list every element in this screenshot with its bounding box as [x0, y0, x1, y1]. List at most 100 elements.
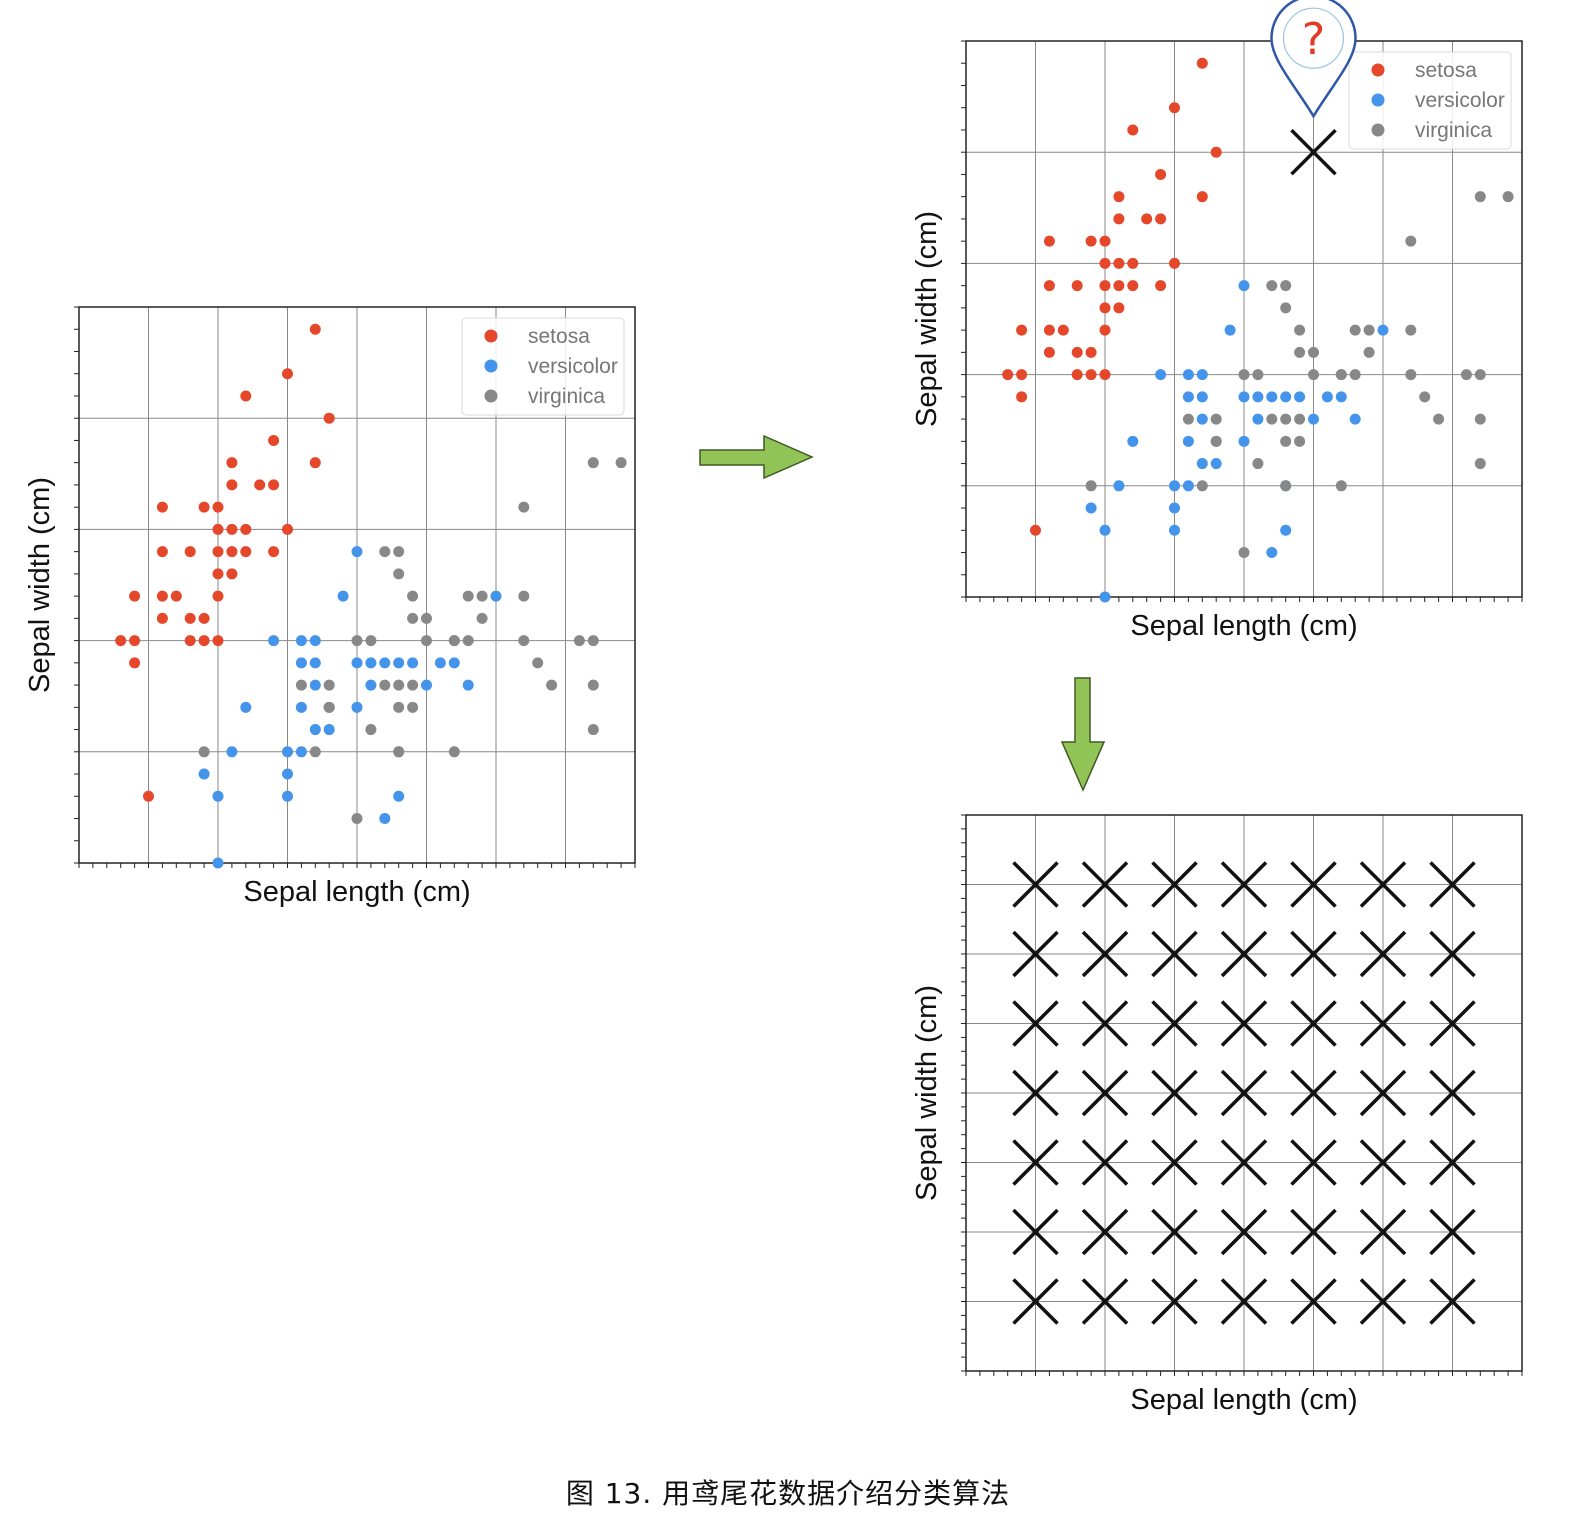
query-point-virginica: [1280, 302, 1292, 314]
query-point-versicolor: [1099, 591, 1111, 603]
dataset-point-virginica: [587, 635, 599, 647]
dataset-point-virginica: [295, 679, 307, 691]
query-legend-label-versicolor: versicolor: [1415, 89, 1505, 112]
dataset-point-virginica: [393, 568, 405, 580]
dataset-point-setosa: [240, 390, 252, 402]
query-point-setosa: [1085, 369, 1097, 381]
mesh-cross-marker-icon: [1151, 930, 1198, 978]
query-point-setosa: [1002, 369, 1014, 381]
dataset-point-versicolor: [198, 768, 210, 780]
query-y-axis-label: Sepal width (cm): [911, 211, 943, 427]
query-point-virginica: [1405, 235, 1417, 247]
mesh-cross-marker-icon: [1151, 1000, 1198, 1047]
query-point-setosa: [1016, 369, 1028, 381]
dataset-point-setosa: [115, 635, 127, 647]
query-point-virginica: [1349, 324, 1361, 336]
dataset-point-versicolor: [240, 701, 252, 713]
query-point-virginica: [1335, 369, 1347, 381]
dataset-point-versicolor: [365, 679, 377, 691]
dataset-point-versicolor: [309, 724, 321, 736]
query-point-setosa: [1071, 280, 1083, 292]
query-point-virginica: [1308, 346, 1319, 358]
mesh-cross-marker-icon: [1081, 930, 1129, 978]
query-point-versicolor: [1196, 413, 1208, 425]
mesh-cross-marker-icon: [1220, 1069, 1268, 1117]
dataset-point-virginica: [518, 635, 530, 647]
query-point-setosa: [1071, 369, 1083, 381]
mesh-cross-marker-icon: [1081, 1000, 1129, 1047]
query-point-virginica: [1280, 280, 1292, 292]
query-point-versicolor: [1113, 480, 1125, 492]
dataset-point-setosa: [198, 635, 210, 647]
dataset-point-versicolor: [309, 657, 321, 669]
chart-mesh: Sepal length (cm) Sepal width (cm): [911, 814, 1523, 1416]
mesh-cross-marker-icon: [1151, 1139, 1198, 1186]
dataset-legend-label-versicolor: versicolor: [528, 355, 618, 378]
chart-query: Sepal length (cm) Sepal width (cm) setosa v…: [911, 0, 1523, 642]
query-point-virginica: [1405, 369, 1417, 381]
query-point-setosa: [1113, 280, 1125, 292]
query-point-virginica: [1280, 413, 1292, 425]
dataset-point-versicolor: [282, 790, 293, 802]
arrow-right-icon: [699, 434, 814, 480]
dataset-point-versicolor: [212, 790, 224, 802]
mesh-cross-marker-icon: [1012, 1139, 1059, 1186]
mesh-cross-marker-icon: [1081, 861, 1129, 908]
dataset-point-versicolor: [421, 679, 432, 691]
location-pin-icon: [1270, 0, 1357, 119]
mesh-cross-marker-icon: [1359, 1000, 1407, 1047]
query-point-versicolor: [1182, 369, 1194, 381]
dataset-point-setosa: [282, 523, 293, 535]
dataset-point-setosa: [170, 590, 182, 602]
query-point-versicolor: [1294, 391, 1306, 403]
query-point-virginica: [1294, 346, 1306, 358]
dataset-point-virginica: [587, 679, 599, 691]
dataset-point-virginica: [546, 679, 558, 691]
query-point-setosa: [1016, 324, 1028, 336]
query-point-versicolor: [1280, 524, 1292, 536]
query-point-virginica: [1252, 458, 1264, 470]
query-point-setosa: [1141, 213, 1153, 225]
mesh-x-axis-label: Sepal length (cm): [1130, 1384, 1357, 1416]
query-point-virginica: [1335, 480, 1347, 492]
query-point-versicolor: [1196, 369, 1208, 381]
dataset-point-virginica: [407, 612, 419, 624]
dataset-point-versicolor: [226, 746, 238, 758]
query-point-virginica: [1238, 369, 1250, 381]
arrow-down-icon: [1060, 677, 1106, 792]
dataset-point-setosa: [268, 434, 280, 446]
dataset-point-virginica: [587, 457, 599, 469]
mesh-cross-marker-icon: [1012, 930, 1059, 978]
dataset-point-versicolor: [379, 813, 391, 825]
dataset-point-versicolor: [448, 657, 460, 669]
dataset-point-setosa: [129, 590, 141, 602]
dataset-point-versicolor: [295, 746, 307, 758]
query-point-virginica: [1280, 480, 1292, 492]
query-point-versicolor: [1099, 524, 1111, 536]
mesh-cross-marker-icon: [1359, 1208, 1407, 1256]
query-point-setosa: [1043, 324, 1055, 336]
dataset-point-virginica: [379, 679, 391, 691]
dataset-point-virginica: [351, 813, 363, 825]
query-point-versicolor: [1182, 480, 1194, 492]
mesh-cross-marker-icon: [1290, 861, 1337, 908]
dataset-point-virginica: [323, 701, 335, 713]
dataset-point-virginica: [462, 635, 474, 647]
mesh-cross-marker-icon: [1290, 1069, 1337, 1117]
dataset-point-setosa: [156, 546, 168, 558]
dataset-point-setosa: [129, 657, 141, 669]
query-point-setosa: [1099, 235, 1111, 247]
dataset-point-virginica: [198, 746, 210, 758]
mesh-cross-marker-icon: [1012, 1208, 1059, 1256]
dataset-legend-marker-setosa: [484, 329, 498, 343]
dataset-point-versicolor: [351, 546, 363, 558]
dataset-point-virginica: [532, 657, 544, 669]
dataset-point-setosa: [240, 523, 252, 535]
dataset-point-virginica: [518, 501, 530, 513]
mesh-cross-marker-icon: [1429, 1139, 1476, 1186]
query-point-setosa: [1113, 213, 1125, 225]
query-point-versicolor: [1377, 324, 1389, 336]
dataset-point-setosa: [184, 635, 196, 647]
mesh-cross-marker-icon: [1290, 930, 1337, 978]
